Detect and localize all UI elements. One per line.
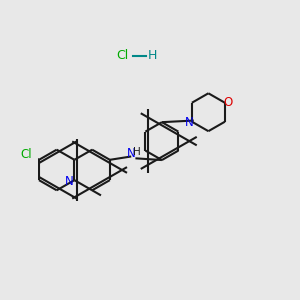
Text: N: N: [127, 147, 136, 160]
Text: Cl: Cl: [116, 49, 128, 62]
Text: H: H: [133, 147, 141, 157]
Text: H: H: [148, 49, 157, 62]
Text: N: N: [65, 175, 74, 188]
Text: N: N: [185, 116, 194, 129]
Text: Cl: Cl: [20, 148, 32, 161]
Text: O: O: [224, 96, 233, 109]
